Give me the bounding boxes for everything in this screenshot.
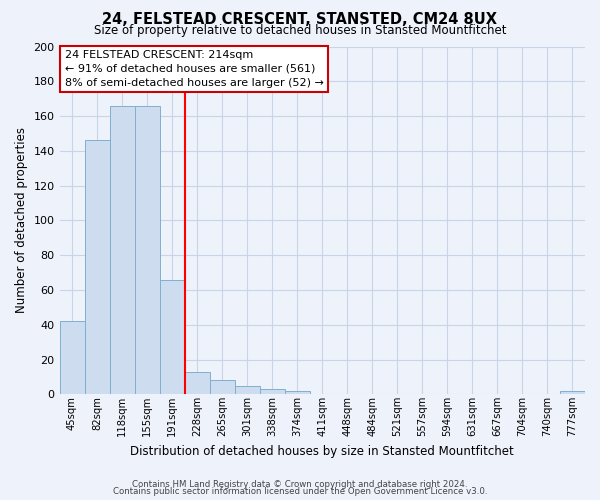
Bar — [110, 106, 134, 395]
Text: 24 FELSTEAD CRESCENT: 214sqm
← 91% of detached houses are smaller (561)
8% of se: 24 FELSTEAD CRESCENT: 214sqm ← 91% of de… — [65, 50, 323, 88]
X-axis label: Distribution of detached houses by size in Stansted Mountfitchet: Distribution of detached houses by size … — [130, 444, 514, 458]
Bar — [185, 372, 209, 394]
Y-axis label: Number of detached properties: Number of detached properties — [15, 128, 28, 314]
Bar — [560, 391, 585, 394]
Bar — [209, 380, 235, 394]
Text: Size of property relative to detached houses in Stansted Mountfitchet: Size of property relative to detached ho… — [94, 24, 506, 37]
Bar — [235, 386, 260, 394]
Bar — [260, 389, 285, 394]
Bar — [85, 140, 110, 394]
Text: Contains public sector information licensed under the Open Government Licence v3: Contains public sector information licen… — [113, 488, 487, 496]
Text: 24, FELSTEAD CRESCENT, STANSTED, CM24 8UX: 24, FELSTEAD CRESCENT, STANSTED, CM24 8U… — [103, 12, 497, 28]
Bar — [59, 322, 85, 394]
Bar — [160, 280, 185, 394]
Bar — [285, 391, 310, 394]
Text: Contains HM Land Registry data © Crown copyright and database right 2024.: Contains HM Land Registry data © Crown c… — [132, 480, 468, 489]
Bar — [134, 106, 160, 395]
